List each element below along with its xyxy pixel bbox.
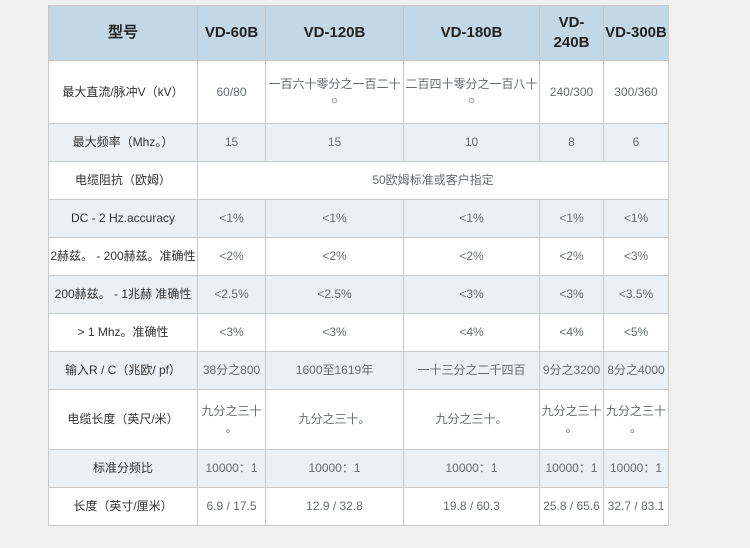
header-cell-model: 型号 bbox=[48, 5, 198, 61]
value-cell: 九分之三十。 bbox=[403, 389, 540, 450]
row-label: 电缆阻抗（欧姆） bbox=[48, 161, 198, 200]
table-row: > 1 Mhz。准确性 <3% <3% <4% <4% <5% bbox=[48, 313, 669, 352]
value-cell: 10000：1 bbox=[265, 449, 404, 488]
row-label: 输入R / C（兆欧/ pf） bbox=[48, 351, 198, 390]
value-cell: <2% bbox=[403, 237, 540, 276]
table-row: 2赫兹。 - 200赫兹。准确性 <2% <2% <2% <2% <3% bbox=[48, 237, 669, 276]
row-label: 电缆长度（英尺/米） bbox=[48, 389, 198, 450]
value-cell: <3.5% bbox=[603, 275, 669, 314]
spec-table: 型号 VD-60B VD-120B VD-180B VD-240B VD-300B 最大直… bbox=[48, 5, 669, 526]
row-label: 最大直流/脉冲V（kV） bbox=[48, 60, 198, 124]
value-cell: 九分之三十 。 bbox=[603, 389, 669, 450]
value-cell: 1600至1619年 bbox=[265, 351, 404, 390]
value-cell: 19.8 / 60.3 bbox=[403, 487, 540, 526]
value-cell: 300/360 bbox=[603, 60, 669, 124]
value-cell: 9分之3200 bbox=[539, 351, 604, 390]
value-cell: 8分之4000 bbox=[603, 351, 669, 390]
value-cell: <5% bbox=[603, 313, 669, 352]
value-cell: 10000：1 bbox=[539, 449, 604, 488]
merged-value-cell: 50欧姆标准或客户指定 bbox=[197, 161, 669, 200]
row-label: 长度（英寸/厘米） bbox=[48, 487, 198, 526]
table-row: 长度（英寸/厘米） 6.9 / 17.5 12.9 / 32.8 19.8 / 60.… bbox=[48, 487, 669, 526]
table-row: 电缆长度（英尺/米） 九分之三十 。九分之三十。 九分之三十。 九分之三十 。九分之三… bbox=[48, 389, 669, 450]
value-cell: 32.7 / 83.1 bbox=[603, 487, 669, 526]
value-cell: 九分之三十。 bbox=[265, 389, 404, 450]
header-row: 型号 VD-60B VD-120B VD-180B VD-240B VD-300B bbox=[48, 5, 669, 61]
value-cell: 10000：1 bbox=[603, 449, 669, 488]
row-label: 最大频率（Mhz。） bbox=[48, 123, 198, 162]
value-cell: 九分之三十 。 bbox=[197, 389, 266, 450]
value-cell: 二百四十零分之一百八十 ○ bbox=[403, 60, 540, 124]
value-cell: 25.8 / 65.6 bbox=[539, 487, 604, 526]
value-cell: <3% bbox=[603, 237, 669, 276]
value-cell: <2% bbox=[197, 237, 266, 276]
value-cell: <3% bbox=[197, 313, 266, 352]
value-cell: <2% bbox=[265, 237, 404, 276]
value-cell: <2.5% bbox=[265, 275, 404, 314]
table-row: 输入R / C（兆欧/ pf） 38分之800 1600至1619年 一十三分之二千四… bbox=[48, 351, 669, 390]
value-cell: 10 bbox=[403, 123, 540, 162]
value-cell: 8 bbox=[539, 123, 604, 162]
value-cell: <3% bbox=[539, 275, 604, 314]
value-cell: 一百六十零分之一百二十 ○ bbox=[265, 60, 404, 124]
row-label: 标准分频比 bbox=[48, 449, 198, 488]
row-label: 200赫兹。 - 1兆赫 准确性 bbox=[48, 275, 198, 314]
value-cell: 15 bbox=[197, 123, 266, 162]
table-row: DC - 2 Hz.accuracy <1% <1% <1% <1% <1% bbox=[48, 199, 669, 238]
value-cell: 10000：1 bbox=[197, 449, 266, 488]
header-cell-vd-240b: VD-240B bbox=[539, 5, 604, 61]
value-cell: 240/300 bbox=[539, 60, 604, 124]
table-body: 最大直流/脉冲V（kV） 60/80 一百六十零分之一百二十 ○ 二百四十零分之一百八… bbox=[48, 60, 669, 526]
table-row: 200赫兹。 - 1兆赫 准确性 <2.5% <2.5% <3% <3% <3.5% bbox=[48, 275, 669, 314]
value-cell: 15 bbox=[265, 123, 404, 162]
value-cell: <2% bbox=[539, 237, 604, 276]
table-row: 电缆阻抗（欧姆） 50欧姆标准或客户指定 bbox=[48, 161, 669, 200]
value-cell: <4% bbox=[403, 313, 540, 352]
value-cell: 60/80 bbox=[197, 60, 266, 124]
value-cell: 38分之800 bbox=[197, 351, 266, 390]
value-cell: <1% bbox=[603, 199, 669, 238]
value-cell: <1% bbox=[539, 199, 604, 238]
value-cell: <3% bbox=[403, 275, 540, 314]
header-cell-vd-300b: VD-300B bbox=[603, 5, 669, 61]
row-label: 2赫兹。 - 200赫兹。准确性 bbox=[48, 237, 198, 276]
value-cell: <2.5% bbox=[197, 275, 266, 314]
value-cell: <4% bbox=[539, 313, 604, 352]
header-cell-vd-120b: VD-120B bbox=[265, 5, 404, 61]
row-label: > 1 Mhz。准确性 bbox=[48, 313, 198, 352]
table-row: 最大频率（Mhz。） 15 15 10 8 6 bbox=[48, 123, 669, 162]
value-cell: <1% bbox=[265, 199, 404, 238]
value-cell: <3% bbox=[265, 313, 404, 352]
table-row: 最大直流/脉冲V（kV） 60/80 一百六十零分之一百二十 ○ 二百四十零分之一百八… bbox=[48, 60, 669, 124]
value-cell: 九分之三十 。 bbox=[539, 389, 604, 450]
page-background: 型号 VD-60B VD-120B VD-180B VD-240B VD-300B 最大直… bbox=[48, 5, 669, 526]
value-cell: 10000：1 bbox=[403, 449, 540, 488]
table-header: 型号 VD-60B VD-120B VD-180B VD-240B VD-300B bbox=[48, 5, 669, 61]
value-cell: 12.9 / 32.8 bbox=[265, 487, 404, 526]
value-cell: 6 bbox=[603, 123, 669, 162]
header-cell-vd-180b: VD-180B bbox=[403, 5, 540, 61]
table-row: 标准分频比 10000：1 10000：1 10000：1 10000：1 10000：1 bbox=[48, 449, 669, 488]
value-cell: 6.9 / 17.5 bbox=[197, 487, 266, 526]
row-label: DC - 2 Hz.accuracy bbox=[48, 199, 198, 238]
header-cell-vd-60b: VD-60B bbox=[197, 5, 266, 61]
value-cell: <1% bbox=[197, 199, 266, 238]
value-cell: <1% bbox=[403, 199, 540, 238]
value-cell: 一十三分之二千四百 bbox=[403, 351, 540, 390]
